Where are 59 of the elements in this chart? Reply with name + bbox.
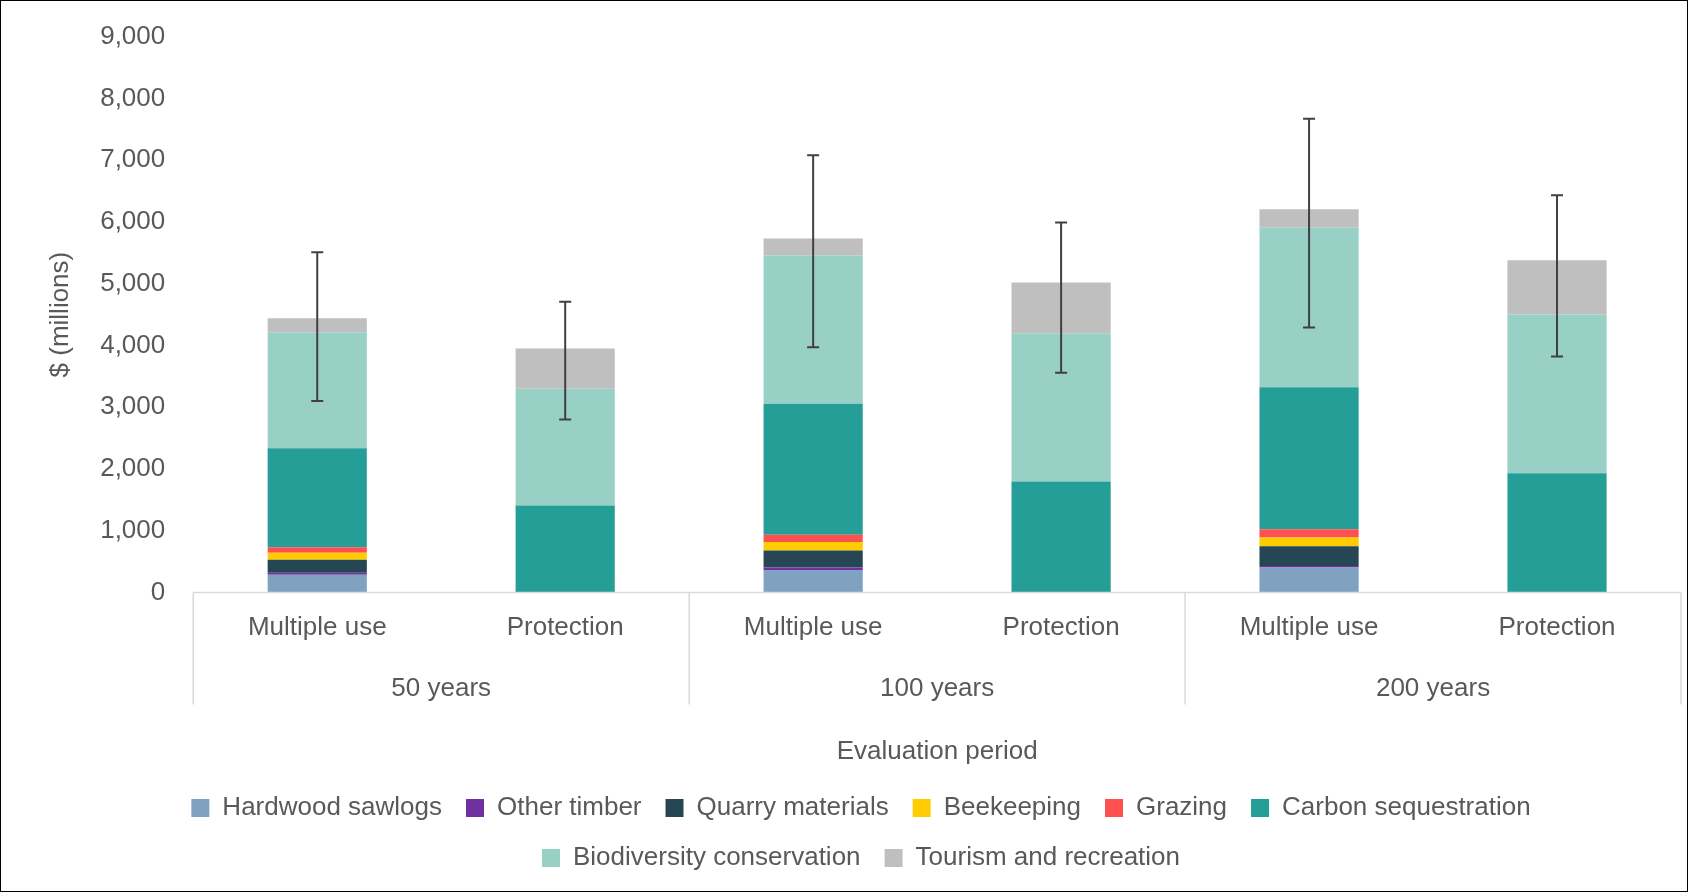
y-tick-label: 2,000: [100, 452, 166, 483]
y-tick-label: 7,000: [100, 143, 166, 174]
y-tick-label: 3,000: [100, 390, 166, 421]
x-tick-label: Multiple use: [247, 611, 387, 642]
y-tick-label: 0: [150, 575, 166, 606]
bar: [1011, 333, 1111, 482]
legend-label: Grazing: [1136, 791, 1228, 822]
x-tick-label: Protection: [506, 611, 624, 642]
y-axis-title: $ (millions): [43, 251, 74, 378]
bar: [1259, 546, 1359, 567]
y-tick-label: 5,000: [100, 266, 166, 297]
y-tick-label: 1,000: [100, 513, 166, 544]
x-tick-label: Multiple use: [743, 611, 883, 642]
legend-label: Beekeeping: [943, 791, 1082, 822]
x-tick-label: Protection: [1498, 611, 1616, 642]
bar: [1259, 567, 1359, 593]
bar: [1259, 387, 1359, 530]
legend-label: Quarry materials: [696, 791, 889, 822]
legend-label: Carbon sequestration: [1282, 791, 1531, 822]
bar: [267, 318, 367, 333]
y-tick-label: 8,000: [100, 81, 166, 112]
bar: [267, 559, 367, 573]
bar: [515, 505, 615, 593]
x-tick-label: Protection: [1002, 611, 1120, 642]
bar: [763, 403, 863, 535]
y-tick-label: 6,000: [100, 205, 166, 236]
bar: [1259, 537, 1359, 547]
bar: [515, 388, 615, 506]
bar: [763, 550, 863, 568]
y-tick-label: 4,000: [100, 328, 166, 359]
bar: [1011, 481, 1111, 593]
legend-label: Other timber: [497, 791, 642, 822]
bar: [763, 238, 863, 256]
bar: [1507, 473, 1607, 593]
bar: [1259, 529, 1359, 538]
bar: [267, 448, 367, 548]
bar: [1259, 227, 1359, 388]
text: 50 years: [391, 671, 492, 702]
legend-label: Biodiversity conservation: [572, 841, 861, 872]
bar: [267, 332, 367, 449]
x-tick-label: Multiple use: [1239, 611, 1379, 642]
bar: [763, 570, 863, 593]
x-axis-title: Evaluation period: [836, 734, 1038, 765]
bar: [1507, 260, 1607, 315]
legend-label: Hardwood sawlogs: [222, 791, 443, 822]
legend-label: Tourism and recreation: [915, 841, 1181, 872]
bar: [1259, 209, 1359, 228]
bar: [267, 552, 367, 560]
text: 200 years: [1375, 671, 1491, 702]
bar: [267, 547, 367, 553]
bar: [763, 541, 863, 551]
bar: [763, 255, 863, 404]
bar: [763, 534, 863, 542]
bar: [1011, 282, 1111, 334]
bar: [1507, 314, 1607, 474]
bar: [267, 574, 367, 593]
text: 100 years: [880, 671, 995, 702]
bar: [515, 348, 615, 389]
y-tick-label: 9,000: [100, 19, 166, 50]
